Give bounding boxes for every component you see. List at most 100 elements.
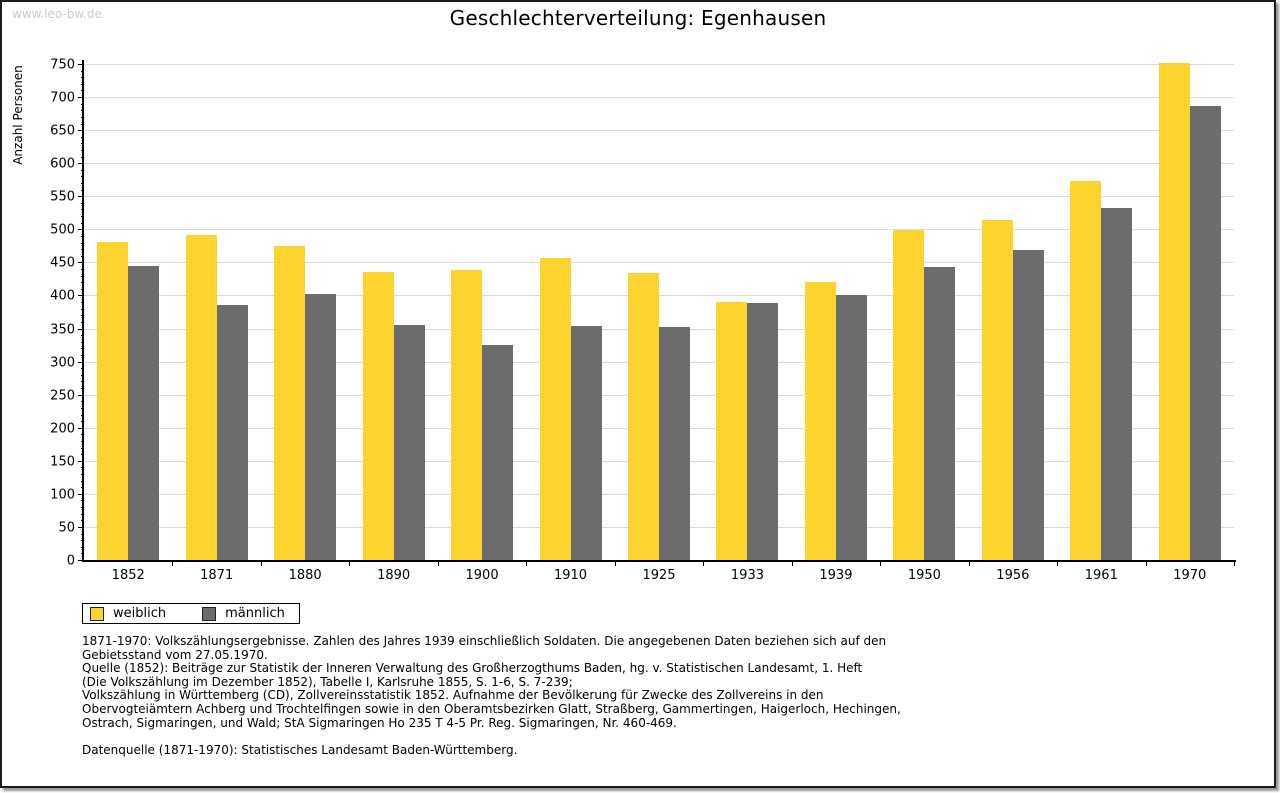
bar-weiblich-1950	[893, 230, 925, 560]
legend-item-weiblich: weiblich	[90, 606, 166, 621]
x-axis-tick	[172, 562, 174, 566]
x-axis-label-1970: 1970	[1173, 568, 1207, 583]
y-axis-major-tick	[78, 361, 84, 363]
bar-weiblich-1890	[362, 272, 394, 560]
y-axis-tick-label: 0	[66, 553, 75, 569]
bar-weiblich-1961	[1070, 181, 1102, 560]
x-axis-label-1925: 1925	[642, 568, 676, 583]
source-note-line: (Die Volkszählung im Dezember 1852), Tab…	[82, 674, 573, 689]
y-axis-major-tick	[78, 526, 84, 528]
y-axis-major-tick	[78, 196, 84, 198]
y-axis-major-tick	[78, 295, 84, 297]
x-axis-line	[82, 560, 1236, 562]
y-axis-major-tick	[78, 97, 84, 99]
watermark: www.leo-bw.de	[12, 7, 102, 21]
datenquelle-line: Datenquelle (1871-1970): Statistisches L…	[82, 743, 518, 758]
bar-weiblich-1880	[274, 246, 306, 560]
x-axis-tick	[437, 562, 439, 566]
source-note-line: Volkszählung in Württemberg (CD), Zollve…	[82, 688, 824, 703]
bar-weiblich-1900	[451, 270, 483, 560]
y-axis-tick-label: 350	[50, 322, 75, 338]
bar-weiblich-1933	[716, 302, 748, 560]
x-axis-label-1871: 1871	[200, 568, 234, 583]
bar-männlich-1925	[659, 327, 690, 560]
y-axis-major-tick	[78, 394, 84, 396]
x-axis-tick	[526, 562, 528, 566]
bar-weiblich-1970	[1158, 63, 1190, 560]
gridline	[84, 163, 1234, 165]
y-axis-tick-label: 400	[50, 288, 75, 304]
y-axis-major-tick	[78, 427, 84, 429]
bar-männlich-1910	[570, 326, 602, 560]
chart-title: Geschlechterverteilung: Egenhausen	[449, 6, 827, 30]
x-axis-label-1956: 1956	[996, 568, 1030, 583]
y-axis-tick-label: 300	[50, 355, 75, 371]
y-axis-tick-label: 600	[50, 156, 75, 172]
source-note-line: Ostrach, Sigmaringen, und Wald; StA Sigm…	[82, 715, 677, 730]
y-axis-tick-label: 500	[50, 222, 75, 238]
x-axis-tick	[260, 562, 262, 566]
x-axis-tick	[1145, 562, 1147, 566]
bar-männlich-1950	[924, 267, 956, 560]
y-axis-major-tick	[78, 328, 84, 330]
legend: weiblich männlich	[82, 603, 300, 624]
bar-männlich-1890	[393, 325, 425, 560]
source-note-line: Obervogteiämtern Achberg und Trochtelfin…	[82, 701, 901, 716]
source-note-line: Quelle (1852): Beiträge zur Statistik de…	[82, 661, 863, 676]
x-axis-tick	[1234, 562, 1235, 566]
y-axis-major-tick	[78, 130, 84, 132]
bar-weiblich-1939	[804, 282, 836, 560]
gridline	[84, 295, 1234, 297]
bar-männlich-1970	[1189, 106, 1221, 560]
y-axis-tick-label: 150	[50, 454, 75, 470]
y-axis-tick-label: 650	[50, 123, 75, 139]
gridline	[84, 229, 1234, 231]
y-axis-major-tick	[78, 460, 84, 462]
bar-männlich-1900	[482, 345, 514, 560]
y-axis-tick-label: 700	[50, 90, 75, 106]
bar-weiblich-1925	[628, 273, 659, 560]
source-notes: 1871-1970: Volkszählungsergebnisse. Zahl…	[82, 634, 901, 758]
gridline	[84, 262, 1234, 264]
y-axis-tick-label: 250	[50, 388, 75, 404]
bar-männlich-1933	[747, 303, 779, 560]
x-axis-tick	[614, 562, 616, 566]
legend-item-maennlich: männlich	[202, 606, 285, 621]
y-axis-tick-label: 750	[50, 57, 75, 73]
bar-männlich-1939	[835, 295, 867, 560]
source-note-line: Gebietsstand vom 27.05.1970.	[82, 647, 268, 662]
y-axis-tick-label: 450	[50, 255, 75, 271]
legend-label-weiblich: weiblich	[113, 606, 167, 621]
bar-weiblich-1910	[539, 258, 571, 560]
source-note-line: 1871-1970: Volkszählungsergebnisse. Zahl…	[82, 634, 887, 648]
gridline	[84, 97, 1234, 99]
x-axis-label-1890: 1890	[377, 568, 411, 583]
gridline	[84, 196, 1234, 198]
bar-männlich-1956	[1012, 250, 1044, 560]
x-axis-tick	[349, 562, 351, 566]
x-axis-tick	[880, 562, 882, 566]
bar-männlich-1852	[128, 266, 160, 560]
x-axis-tick	[968, 562, 970, 566]
x-axis-label-1950: 1950	[907, 568, 941, 583]
x-axis-label-1933: 1933	[730, 568, 764, 583]
x-axis-tick	[1057, 562, 1059, 566]
x-axis-label-1939: 1939	[819, 568, 853, 583]
y-axis-major-tick	[78, 163, 84, 165]
x-axis-tick	[791, 562, 793, 566]
bar-männlich-1880	[305, 294, 337, 560]
gridline	[84, 64, 1234, 65]
gridline	[84, 130, 1234, 132]
bar-weiblich-1852	[97, 242, 129, 560]
y-axis-tick-label: 50	[58, 520, 75, 536]
bar-männlich-1961	[1101, 208, 1133, 560]
bar-männlich-1871	[216, 305, 248, 560]
legend-swatch-maennlich	[202, 606, 217, 621]
y-axis-major-tick	[78, 229, 84, 231]
x-axis-label-1910: 1910	[553, 568, 588, 583]
y-axis-major-tick	[78, 560, 84, 561]
y-axis-tick-label: 200	[50, 421, 75, 437]
y-axis-tick-label: 550	[50, 189, 75, 205]
